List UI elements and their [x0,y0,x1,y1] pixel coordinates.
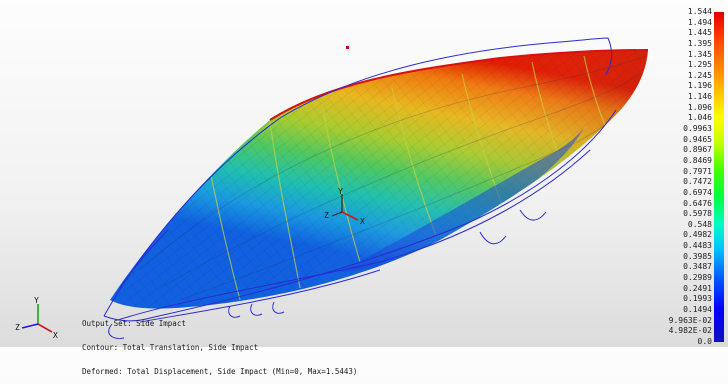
legend-value: 0.2491 [683,283,712,293]
triad-x-label: X [53,331,58,340]
legend-value: 1.494 [687,17,712,27]
legend-value: 1.196 [687,81,712,91]
legend-value: 0.3985 [683,251,712,261]
legend-value: 0.9963 [683,124,712,134]
model-origin-triad: Y X Z [324,188,365,226]
mid-z-label: Z [324,211,329,220]
legend-value: 0.6476 [683,198,712,208]
deformed-text: Deformed: Total Displacement, Side Impac… [82,367,358,376]
legend-value: 0.1993 [683,294,712,304]
contour-legend: 1.544 1.494 1.445 1.395 1.345 1.295 1.245 1.196… [658,6,728,346]
model-viewport[interactable] [0,0,728,347]
legend-value: 9.963E-02 [668,315,712,325]
legend-value: 0.7472 [683,177,712,187]
undeformed-outline [103,37,617,339]
node-marker [346,46,349,49]
legend-value: 0.4483 [683,241,712,251]
legend-value: 0.8967 [683,145,712,155]
result-info: Output Set: Side Impact Contour: Total T… [82,304,357,384]
mid-y-label: Y [338,188,343,196]
output-set-text: Output Set: Side Impact [82,319,186,328]
legend-labels: 1.544 1.494 1.445 1.395 1.345 1.295 1.245 1.196… [658,8,712,346]
legend-value: 0.3487 [683,262,712,272]
legend-value: 0.6974 [683,187,712,197]
legend-value: 0.7971 [683,166,712,176]
legend-value: 1.146 [687,92,712,102]
legend-value: 4.982E-02 [668,326,712,336]
legend-value: 0.548 [687,219,712,229]
legend-value: 0.9465 [683,134,712,144]
legend-value: 1.295 [687,60,712,70]
legend-value: 1.096 [687,102,712,112]
triad-z-label: Z [15,323,20,332]
legend-value: 0.0 [697,336,712,346]
contour-text: Contour: Total Translation, Side Impact [82,343,259,352]
legend-value: 1.245 [687,70,712,80]
legend-value: 1.544 [687,7,712,16]
legend-value: 0.5978 [683,209,712,219]
legend-value: 1.395 [687,38,712,48]
legend-value: 1.445 [687,28,712,38]
triad-y-label: Y [34,296,39,305]
view-triad: Y X Z [15,296,58,340]
legend-value: 1.046 [687,113,712,123]
legend-value: 1.345 [687,49,712,59]
legend-value: 0.8469 [683,155,712,165]
legend-color-bar [714,12,724,342]
hull-contour [110,49,649,309]
mid-x-label: X [360,217,365,226]
legend-value: 0.4982 [683,230,712,240]
legend-value: 0.1494 [683,304,712,314]
legend-value: 0.2989 [683,273,712,283]
